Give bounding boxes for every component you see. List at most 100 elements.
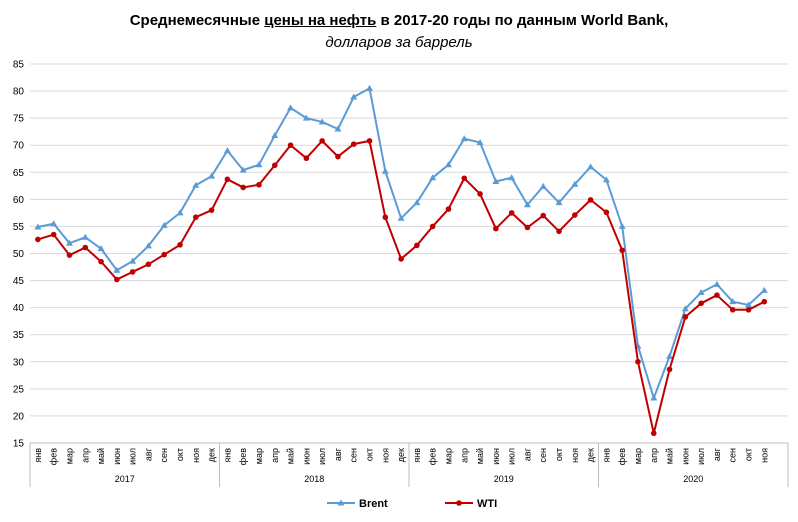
data-point (208, 172, 216, 179)
series-layer (34, 84, 768, 437)
x-tick-label: авг (522, 447, 532, 461)
x-tick-label: фев (49, 448, 59, 465)
data-point (129, 269, 136, 275)
y-tick-label: 55 (13, 222, 25, 233)
y-tick-label: 30 (13, 357, 25, 368)
x-tick-label: дек (586, 448, 596, 462)
data-point (635, 358, 641, 365)
series-line (37, 139, 765, 435)
data-point (555, 199, 563, 206)
data-point (224, 176, 231, 183)
y-tick-label: 25 (13, 384, 25, 395)
data-point (145, 261, 152, 268)
x-tick-label: июл (317, 448, 327, 465)
x-tick-label: дек (207, 448, 217, 462)
data-point (319, 138, 325, 144)
y-tick-label: 15 (13, 439, 25, 450)
x-tick-label: фев (238, 448, 248, 465)
x-tick-label: июн (301, 448, 311, 465)
data-point (476, 139, 484, 146)
data-point (602, 176, 610, 183)
data-point (508, 210, 515, 216)
data-point (255, 161, 263, 168)
data-point (303, 155, 310, 162)
x-tick-label: июн (112, 448, 122, 465)
x-tick-label: июн (491, 448, 501, 465)
y-tick-label: 60 (13, 195, 25, 206)
data-point (129, 257, 137, 264)
data-point (144, 242, 152, 249)
data-point (398, 256, 404, 262)
data-point (287, 104, 295, 111)
x-tick-label: ноя (191, 448, 201, 463)
data-point (587, 197, 594, 203)
data-point (682, 314, 689, 320)
data-point (603, 209, 610, 216)
year-label: 2019 (494, 474, 514, 484)
data-point (714, 292, 720, 298)
x-tick-label: янв (222, 448, 232, 463)
data-point (113, 266, 121, 273)
data-point (208, 207, 215, 213)
data-point (413, 199, 421, 206)
x-tick-label: сен (159, 448, 169, 463)
x-tick-label: сен (538, 448, 548, 463)
x-axis: янв фев мар апр май июн июл авг сен окт ноя дек янв ф… (29, 442, 789, 487)
data-point (271, 131, 279, 138)
y-tick-label: 80 (13, 87, 25, 98)
data-point (34, 223, 42, 230)
year-label: 2017 (115, 474, 135, 484)
y-tick-label: 35 (13, 330, 25, 341)
y-axis: 15 20 25 30 35 40 45 50 55 60 65 70 75 80 85 (13, 60, 25, 450)
data-point (681, 305, 689, 312)
chart-title: Среднемесячные цены на нефть в 2017-20 г… (0, 12, 798, 29)
data-point (445, 206, 452, 212)
data-point (98, 258, 104, 265)
x-tick-label: апр (459, 448, 469, 463)
data-point (461, 175, 468, 182)
x-tick-label: апр (80, 448, 90, 463)
series-brent (34, 84, 768, 401)
data-point (587, 163, 595, 170)
data-point (429, 223, 436, 230)
data-point (160, 221, 168, 228)
data-point (50, 231, 57, 238)
y-tick-label: 40 (13, 303, 25, 314)
y-tick-label: 45 (13, 276, 25, 287)
x-tick-label: мар (443, 448, 453, 464)
data-point (223, 147, 231, 154)
data-point (697, 288, 705, 295)
data-point (271, 162, 278, 169)
data-point (760, 286, 768, 293)
data-point (571, 180, 579, 187)
chart-title-underlined: цены на нефть (264, 12, 377, 29)
x-tick-label: ноя (759, 448, 769, 463)
legend-label: Brent (359, 498, 388, 510)
legend-marker (337, 499, 345, 506)
year-label: 2020 (683, 474, 703, 484)
data-point (350, 141, 357, 147)
legend-item-brent: Brent (327, 498, 388, 510)
data-point (192, 181, 200, 188)
data-point (650, 394, 658, 401)
data-point (539, 182, 547, 189)
x-tick-label: ноя (570, 448, 580, 463)
x-tick-label: май (286, 448, 296, 464)
x-tick-label: мар (633, 448, 643, 464)
data-point (492, 177, 500, 184)
data-point (318, 118, 326, 125)
data-point (761, 298, 768, 305)
chart-title-part1: Среднемесячные (129, 12, 265, 29)
y-tick-label: 50 (13, 249, 25, 260)
series-wti (35, 138, 768, 437)
series-line (37, 87, 765, 400)
x-tick-label: окт (175, 448, 185, 461)
x-tick-label: авг (143, 447, 153, 461)
data-point (66, 252, 73, 258)
data-point (302, 114, 310, 121)
x-tick-label: май (665, 448, 675, 464)
data-point (81, 233, 89, 240)
legend-marker (456, 500, 462, 506)
data-point (729, 307, 736, 313)
x-tick-label: апр (270, 448, 280, 463)
